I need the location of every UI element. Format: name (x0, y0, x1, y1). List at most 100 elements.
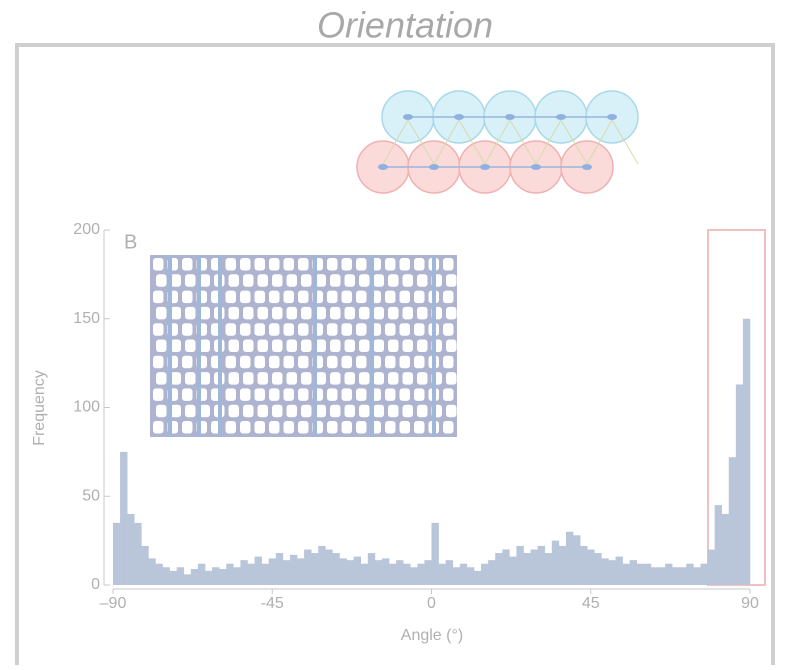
bar (262, 564, 269, 585)
inset-cell (153, 291, 164, 304)
inset-cell (414, 421, 425, 434)
inset-cell (385, 421, 396, 434)
inset-cell (342, 421, 353, 434)
inset-cell (226, 258, 237, 271)
inset-cell (385, 356, 396, 369)
inset-cell (269, 291, 280, 304)
inset-cell (301, 372, 312, 385)
inset-cell (356, 388, 367, 401)
inset-cell (182, 388, 193, 401)
inset-cell (443, 291, 454, 304)
bar (283, 560, 290, 585)
y-tick-label: 150 (73, 310, 100, 327)
inset-cell (287, 274, 298, 287)
inset-cell (385, 323, 396, 336)
inset-cell (182, 323, 193, 336)
inset-cell (342, 388, 353, 401)
bar (580, 546, 587, 585)
x-tick-label: 45 (582, 595, 600, 612)
inset-cell (287, 405, 298, 418)
bar (587, 550, 594, 586)
inset-cell (443, 388, 454, 401)
inset-cell (255, 323, 266, 336)
inset-cell (269, 356, 280, 369)
inset-cell (446, 307, 457, 320)
inset-cell (255, 421, 266, 434)
inset-cell (316, 340, 327, 353)
inset-cell (243, 340, 254, 353)
inset-cell (269, 258, 280, 271)
inset-cell (226, 421, 237, 434)
bar (594, 553, 601, 585)
y-tick-label: 200 (73, 221, 100, 238)
bar (637, 564, 644, 585)
inset-cell (182, 258, 193, 271)
node (429, 164, 439, 170)
bar (439, 564, 446, 585)
inset-vessel (168, 255, 172, 437)
inset-cell (298, 323, 309, 336)
bar (708, 550, 715, 586)
bar (269, 558, 276, 585)
inset-cell (182, 356, 193, 369)
bar (297, 558, 304, 585)
inset-cell (403, 340, 414, 353)
inset-cell (272, 340, 283, 353)
bar (417, 564, 424, 585)
inset-cell (269, 421, 280, 434)
y-tick-label: 50 (82, 487, 100, 504)
node (582, 164, 592, 170)
bar (226, 564, 233, 585)
node (378, 164, 388, 170)
bar (141, 546, 148, 585)
bar (361, 564, 368, 585)
inset-cell (240, 356, 251, 369)
cell-diagram (357, 91, 638, 193)
inset-cell (345, 372, 356, 385)
inset-cell (240, 421, 251, 434)
inset-cell (374, 274, 385, 287)
bar (552, 541, 559, 585)
inset-cell (153, 258, 164, 271)
inset-cell (403, 372, 414, 385)
inset-cell (156, 274, 167, 287)
inset-cell (443, 421, 454, 434)
inset-cell (287, 307, 298, 320)
inset-cell (443, 356, 454, 369)
bar (276, 553, 283, 585)
bar (247, 564, 254, 585)
bar (170, 571, 177, 585)
bar (495, 553, 502, 585)
inset-cell (414, 323, 425, 336)
bar (198, 564, 205, 585)
node (403, 114, 413, 120)
inset-cell (156, 372, 167, 385)
x-tick-label: 90 (741, 595, 759, 612)
inset-cell (345, 274, 356, 287)
inset-cell (284, 388, 295, 401)
inset-cell (200, 405, 211, 418)
bar (700, 564, 707, 585)
x-axis-label: Angle (°) (401, 627, 463, 644)
inset-vessel (313, 255, 317, 437)
inset-cell (229, 405, 240, 418)
inset-cell (229, 274, 240, 287)
bar (113, 523, 120, 585)
bar (545, 553, 552, 585)
inset-cell (388, 307, 399, 320)
bar (290, 555, 297, 585)
inset-cell (171, 307, 182, 320)
panel-label: B (124, 231, 137, 253)
inset-cell (414, 356, 425, 369)
inset-cell (446, 405, 457, 418)
inset-cell (301, 405, 312, 418)
bar (573, 535, 580, 585)
bar (474, 571, 481, 585)
inset-cell (446, 340, 457, 353)
inset-cell (240, 291, 251, 304)
inset-cell (255, 388, 266, 401)
bar (389, 564, 396, 585)
bar (403, 564, 410, 585)
bar (679, 567, 686, 585)
inset-cell (153, 421, 164, 434)
